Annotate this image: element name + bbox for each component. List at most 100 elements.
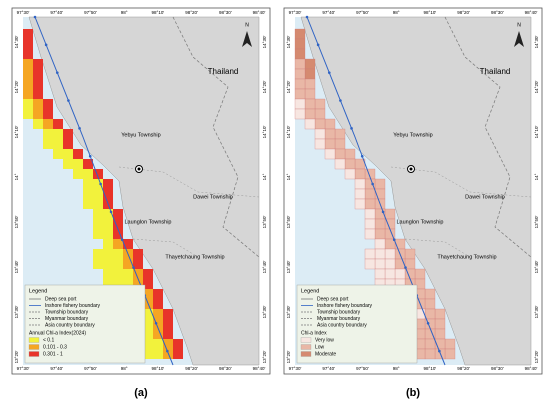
grid-cell xyxy=(83,169,93,179)
grid-cell xyxy=(103,219,113,229)
grid-cell xyxy=(93,209,103,219)
fishery-point xyxy=(438,349,441,353)
fishery-point xyxy=(371,182,374,186)
grid-cell xyxy=(344,168,356,180)
grid-cell xyxy=(304,98,316,110)
grid-cell xyxy=(103,209,113,219)
grid-cell xyxy=(334,158,346,170)
legend-item: Asia country boundary xyxy=(45,322,95,328)
grid-cell xyxy=(374,218,386,230)
lat-label: 14°20' xyxy=(14,81,19,94)
map-panel: Thailand Yebyu Township Dawei Township Laun… xyxy=(283,7,543,375)
place-label: Dawei Township xyxy=(465,194,505,200)
place-label: Thayetchaung Township xyxy=(437,254,496,260)
panel-label: (a) xyxy=(134,387,148,399)
legend-swatch xyxy=(300,337,312,343)
legend-item: Myanmar boundary xyxy=(45,316,89,322)
grid-cell xyxy=(354,198,366,210)
grid-cell xyxy=(153,329,163,339)
grid-cell xyxy=(83,159,93,169)
grid-cell xyxy=(294,78,306,90)
lon-label: 97°30' xyxy=(289,366,302,371)
lon-label: 97°50' xyxy=(84,366,97,371)
lon-label: 98°30' xyxy=(219,366,232,371)
grid-cell xyxy=(23,109,33,119)
legend-item: Asia country boundary xyxy=(317,322,367,328)
grid-cell xyxy=(424,288,436,300)
map-area: Thailand Yebyu Township Dawei Township Laun… xyxy=(294,15,532,366)
grid-cell xyxy=(153,299,163,309)
grid-cell xyxy=(173,339,183,349)
grid-cell xyxy=(294,38,306,50)
lon-label: 98° xyxy=(393,366,400,371)
legend-class: Moderate xyxy=(315,351,336,357)
legend-swatch xyxy=(300,351,312,357)
grid-cell xyxy=(93,179,103,189)
grid-cell xyxy=(23,29,33,39)
lat-label: 13°20' xyxy=(534,351,539,364)
grid-cell xyxy=(43,139,53,149)
fishery-point xyxy=(305,15,309,19)
township-boundary xyxy=(404,238,471,258)
grid-cell xyxy=(153,309,163,319)
grid-cell xyxy=(163,339,173,349)
lat-label: 13°40' xyxy=(14,261,19,274)
lat-label: 13°20' xyxy=(14,351,19,364)
lon-label: 98° xyxy=(121,10,128,15)
grid-cell xyxy=(53,129,63,139)
lon-label: 98°10' xyxy=(424,366,437,371)
north-arrow xyxy=(514,31,524,47)
grid-cell xyxy=(93,199,103,209)
lon-label: 98°20' xyxy=(457,366,470,371)
fishery-point xyxy=(33,15,37,19)
grid-cell xyxy=(324,138,336,150)
grid-cell xyxy=(314,128,326,140)
legend-class: Low xyxy=(315,344,325,350)
place-label: Launglon Township xyxy=(125,219,172,225)
place-label: Launglon Township xyxy=(397,219,444,225)
grid-cell xyxy=(113,219,123,229)
lon-label: 97°40' xyxy=(50,10,63,15)
legend-class: < 0.1 xyxy=(43,337,54,343)
grid-cell xyxy=(153,349,163,359)
lat-label: 14°30' xyxy=(262,36,267,49)
grid-cell xyxy=(83,189,93,199)
grid-cell xyxy=(33,99,43,109)
grid-cell xyxy=(133,259,143,269)
grid-cell xyxy=(294,98,306,110)
lon-label: 98°20' xyxy=(185,10,198,15)
grid-cell xyxy=(73,169,83,179)
grid-cell xyxy=(23,99,33,109)
fishery-point xyxy=(381,210,385,214)
grid-cell xyxy=(103,269,113,279)
grid-cell xyxy=(63,149,73,159)
place-label: Thayetchaung Township xyxy=(165,254,224,260)
grid-cell xyxy=(424,308,436,320)
lat-label: 14°10' xyxy=(262,126,267,139)
lon-label: 98° xyxy=(393,10,400,15)
grid-cell xyxy=(314,118,326,130)
lon-label: 98°40' xyxy=(253,366,266,371)
grid-cell xyxy=(384,208,396,220)
grid-cell xyxy=(314,108,326,120)
grid-cell xyxy=(334,128,346,140)
grid-cell xyxy=(374,238,386,250)
grid-cell xyxy=(113,229,123,239)
grid-cell xyxy=(143,279,153,289)
lon-label: 97°50' xyxy=(356,366,369,371)
grid-cell xyxy=(73,149,83,159)
lat-label: 14°10' xyxy=(534,126,539,139)
lat-label: 14°30' xyxy=(534,36,539,49)
legend-class: 0.101 - 0.3 xyxy=(43,344,67,350)
map-area: Thailand Yebyu Township Dawei Township Laun… xyxy=(23,15,260,366)
grid-cell xyxy=(143,339,153,349)
grid-cell xyxy=(133,279,143,289)
grid-cell xyxy=(113,269,123,279)
grid-cell xyxy=(314,138,326,150)
grid-cell xyxy=(294,88,306,100)
grid-cell xyxy=(143,329,153,339)
grid-cell xyxy=(143,309,153,319)
lat-label: 14°20' xyxy=(286,81,291,94)
grid-cell xyxy=(294,68,306,80)
